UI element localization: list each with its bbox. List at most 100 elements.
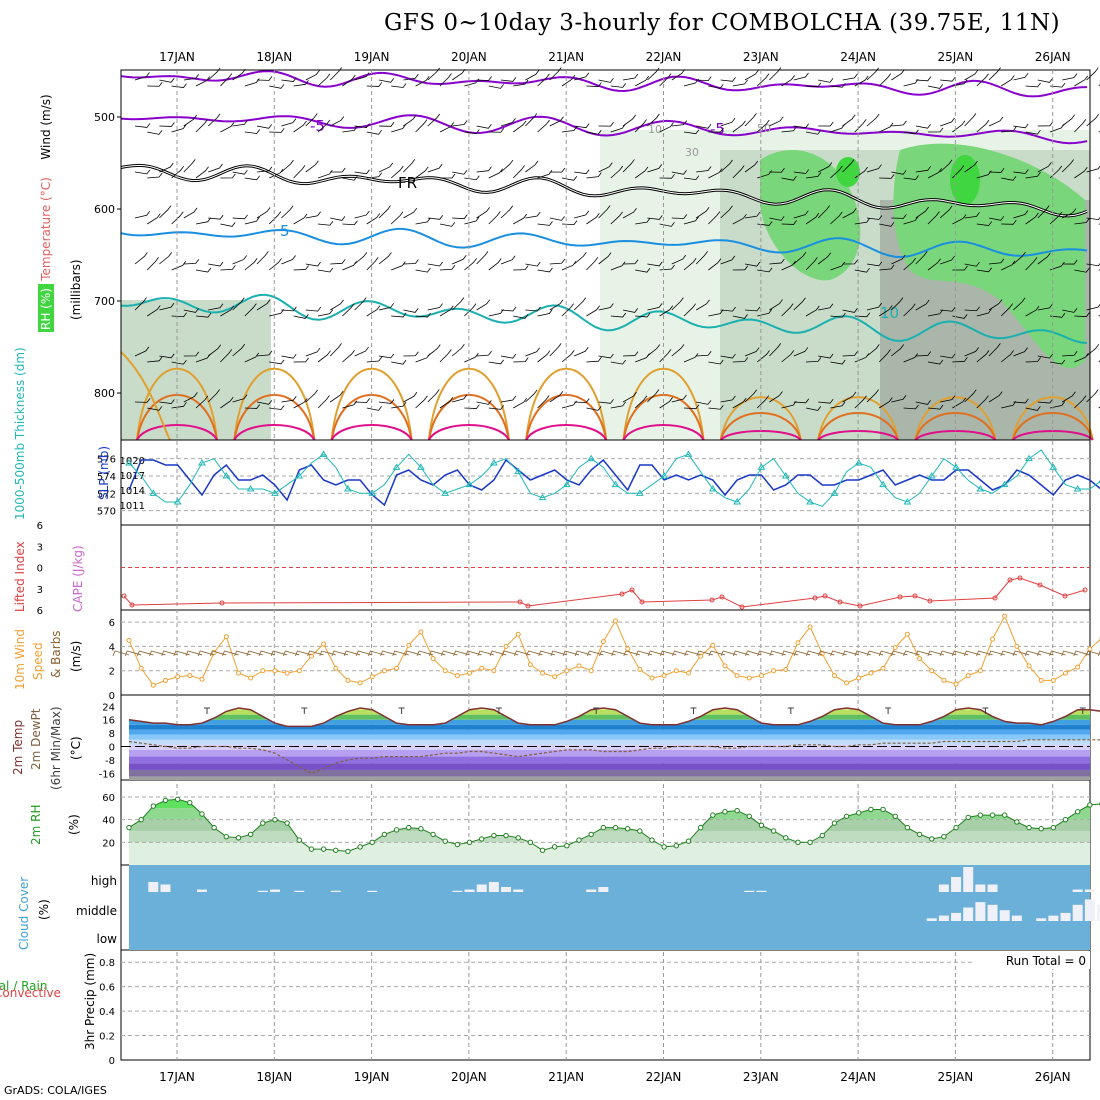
rh-point (673, 843, 680, 849)
thickness-point (392, 463, 401, 470)
rh-point (247, 831, 254, 838)
wind-barb (159, 399, 175, 404)
cloud-bar-middle (938, 915, 949, 921)
wind-barb (1025, 129, 1041, 135)
wind-barb (256, 350, 273, 357)
wind-barb (964, 261, 980, 267)
wind-barb (952, 314, 968, 319)
wind-barb (598, 353, 614, 359)
slp-line (128, 458, 1100, 507)
lifted-index-point (927, 598, 933, 604)
cloud-bar-high (464, 889, 475, 892)
rh-point (831, 820, 838, 826)
thickness-point (927, 472, 936, 479)
wind-barb (269, 168, 284, 179)
wind-barb (390, 165, 404, 179)
wind-barb (744, 261, 761, 267)
wind-barb (488, 127, 505, 133)
wind-barb (208, 163, 223, 173)
wind-barb (720, 159, 733, 173)
surface-wind-barb (672, 650, 689, 657)
wind-barb (1025, 257, 1038, 271)
wind-barb (378, 78, 395, 83)
wind-barb (805, 257, 818, 271)
wind-barb (537, 267, 553, 273)
wind-barb (366, 213, 381, 225)
rh-point (479, 836, 485, 842)
rh-shade-mid (121, 300, 271, 440)
lifted-index-point (129, 602, 135, 608)
wind-barb (513, 265, 529, 271)
wind-barb (549, 167, 566, 173)
wind-barb (769, 258, 785, 265)
wind-barb (952, 397, 967, 409)
rh-point (369, 839, 375, 846)
wind-barb (232, 169, 248, 175)
surface-wind-barb (878, 650, 896, 657)
surface-wind-barb (623, 650, 640, 657)
rh-point (697, 824, 704, 831)
wind-barb (464, 216, 480, 225)
wind-barb (683, 353, 699, 363)
wind-barb (976, 267, 992, 273)
wind-speed-point (649, 675, 655, 681)
thickness-point (344, 485, 352, 492)
wind-barb (476, 251, 489, 265)
wind-barb (1000, 75, 1015, 87)
wind-barb (391, 261, 406, 271)
wind-barb (232, 120, 248, 127)
temp-tick-label: 8 (109, 729, 115, 740)
wind-speed-point (442, 668, 448, 674)
surface-wind-barb (586, 650, 604, 657)
surface-wind-barb (489, 650, 507, 657)
wind-barb (244, 404, 261, 409)
wind-barb (183, 392, 198, 403)
wind-barb (842, 73, 858, 81)
surface-wind-barb (161, 650, 178, 657)
temp-color-band (129, 739, 1090, 745)
wind-barb (818, 121, 834, 127)
wind-barb (671, 120, 688, 127)
surface-wind-barb (927, 650, 944, 657)
surface-wind-barb (720, 650, 738, 657)
wind-barb (1074, 312, 1090, 318)
wind-barb (830, 211, 843, 225)
wind-barb (915, 206, 929, 219)
wind-barb (281, 205, 294, 219)
wind-barb (988, 216, 1005, 221)
precip-tick-label: 0.2 (99, 1032, 115, 1043)
wind-speed-point (272, 668, 278, 674)
wind-barb (610, 124, 626, 133)
wind-barb (720, 306, 736, 312)
surface-wind-barb (465, 650, 482, 657)
rh-point (551, 844, 558, 850)
wind-barb (256, 76, 273, 81)
wind-speed-point (953, 681, 959, 687)
wind-barb (220, 349, 233, 363)
wind-barb (976, 73, 989, 87)
lifted-index-point (219, 600, 225, 606)
wind-barb (866, 164, 882, 173)
surface-wind-barb (611, 650, 628, 657)
wind-barb (232, 297, 245, 311)
wind-barb (256, 251, 269, 265)
rh-point (941, 833, 947, 840)
wind-barb (879, 122, 894, 133)
surface-wind-barb (526, 650, 543, 657)
rh-point (1026, 824, 1032, 831)
wind-barb (586, 172, 602, 179)
wind-barb (793, 72, 809, 81)
wind-barb (805, 82, 822, 88)
wind-barb (451, 68, 466, 81)
wind-barb (366, 82, 383, 87)
wind-barb (232, 255, 248, 265)
wind-barb (598, 205, 611, 219)
wind-barb (195, 312, 212, 318)
wind-barb (695, 251, 708, 265)
thickness-point (903, 498, 912, 505)
wind-barb (1074, 75, 1089, 87)
rh-point (1014, 819, 1020, 825)
rh-point (393, 827, 400, 833)
lifted-index-point (822, 593, 828, 599)
wind-barb (512, 120, 527, 133)
